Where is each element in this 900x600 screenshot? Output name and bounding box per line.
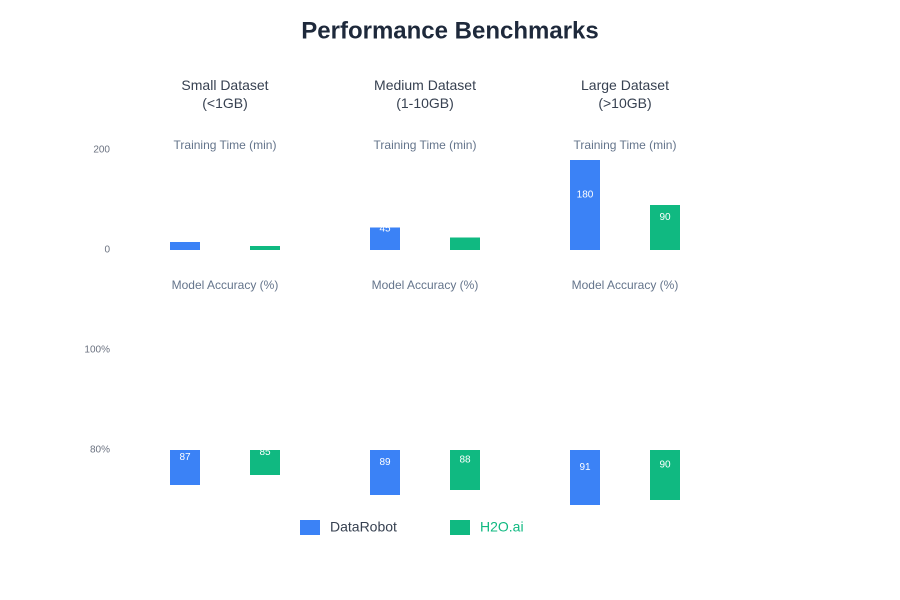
bar-value-label: 90 — [659, 212, 671, 223]
bar — [570, 450, 600, 505]
legend-label: H2O.ai — [480, 519, 524, 535]
bar — [650, 205, 680, 250]
column-header: Large Dataset (>10GB) — [581, 77, 669, 111]
y-tick-label: 0 — [104, 245, 110, 256]
bar — [250, 246, 280, 250]
legend-swatch — [300, 520, 320, 535]
panel-label: Model Accuracy (%) — [172, 278, 279, 292]
bar — [370, 450, 400, 495]
legend-label: DataRobot — [330, 519, 397, 535]
bar — [650, 450, 680, 500]
chart-title: Performance Benchmarks — [301, 17, 598, 44]
bar — [570, 160, 600, 250]
y-tick-label: 80% — [90, 445, 110, 456]
bar-value-label: 88 — [459, 455, 471, 466]
bar-value-label: 16 — [179, 231, 191, 242]
bar — [450, 237, 480, 250]
column-header: Medium Dataset (1-10GB) — [374, 77, 476, 111]
bar-value-label: 91 — [579, 462, 591, 473]
bar — [250, 450, 280, 475]
bar — [450, 450, 480, 490]
panel-label: Training Time (min) — [574, 138, 677, 152]
panel-label: Model Accuracy (%) — [572, 278, 679, 292]
bar — [370, 227, 400, 250]
bar — [170, 450, 200, 485]
bar-value-label: 90 — [659, 460, 671, 471]
y-tick-label: 100% — [84, 345, 110, 356]
panel-label: Training Time (min) — [174, 138, 277, 152]
panel-label: Training Time (min) — [374, 138, 477, 152]
legend-swatch — [450, 520, 470, 535]
bar-value-label: 85 — [259, 447, 271, 458]
column-header: Small Dataset (<1GB) — [181, 77, 269, 111]
bar-value-label: 89 — [379, 457, 391, 468]
bar-value-label: 8 — [262, 233, 268, 244]
y-tick-label: 200 — [93, 145, 110, 156]
bar-value-label: 87 — [179, 452, 191, 463]
bar — [170, 242, 200, 250]
bar-value-label: 180 — [577, 190, 594, 201]
panel-label: Model Accuracy (%) — [372, 278, 479, 292]
bar-value-label: 45 — [379, 223, 391, 234]
bar-value-label: 25 — [459, 228, 471, 239]
